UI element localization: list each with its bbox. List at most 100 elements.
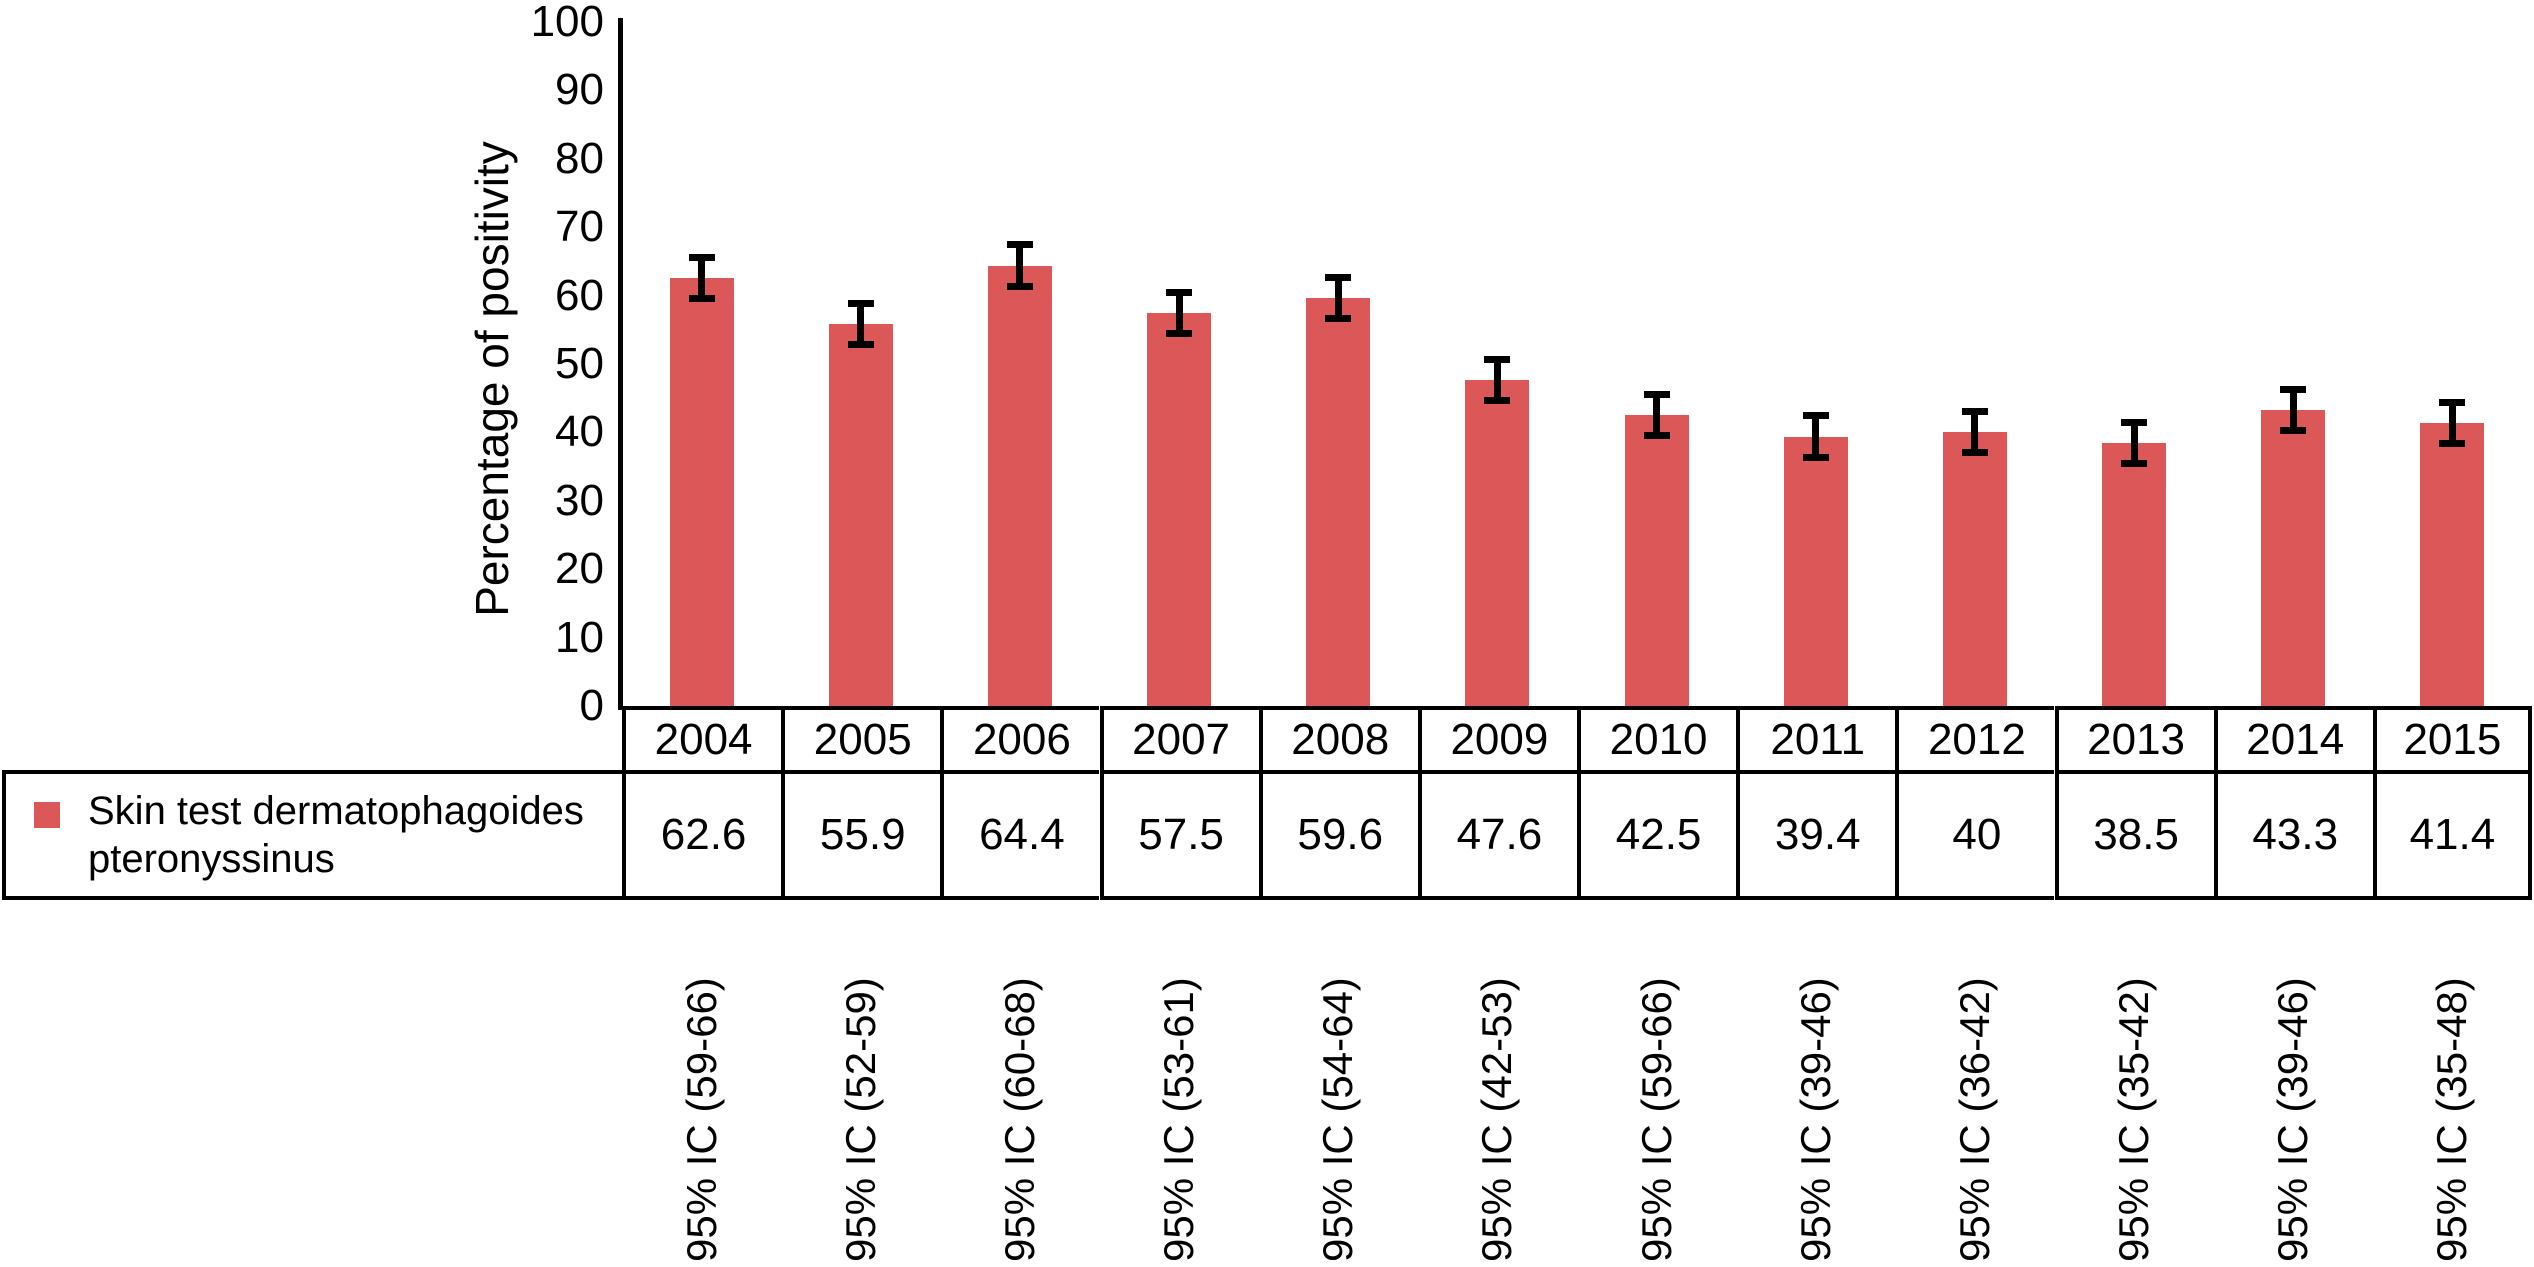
bar-2004 bbox=[669, 277, 734, 706]
value-cell-2013: 38.5 bbox=[2054, 774, 2214, 900]
bar-2012 bbox=[1942, 432, 2007, 706]
error-bar-line-2014 bbox=[2289, 389, 2297, 431]
error-bar-top-cap-2005 bbox=[847, 299, 874, 307]
year-cell-2014: 2014 bbox=[2213, 706, 2373, 774]
value-cell-2011: 39.4 bbox=[1736, 774, 1896, 900]
year-cell-2007: 2007 bbox=[1099, 706, 1259, 774]
value-cell-2007: 57.5 bbox=[1099, 774, 1259, 900]
error-bar-line-2015 bbox=[2448, 402, 2456, 444]
error-bar-top-cap-2014 bbox=[2280, 385, 2307, 393]
value-cell-2012: 40 bbox=[1895, 774, 2055, 900]
legend-swatch-icon bbox=[34, 802, 60, 828]
error-bar-bottom-cap-2008 bbox=[1325, 315, 1352, 323]
year-cell-2004: 2004 bbox=[622, 706, 782, 774]
ci-label-2005: 95% IC (52-59) bbox=[836, 977, 884, 1262]
error-bar-top-cap-2007 bbox=[1166, 288, 1193, 296]
error-bar-line-2004 bbox=[698, 257, 706, 299]
bar-2007 bbox=[1147, 312, 1212, 706]
error-bar-bottom-cap-2004 bbox=[688, 294, 715, 302]
ci-label-2004: 95% IC (59-66) bbox=[677, 977, 725, 1262]
error-bar-top-cap-2009 bbox=[1484, 356, 1511, 364]
value-cell-2010: 42.5 bbox=[1577, 774, 1737, 900]
value-cell-2009: 47.6 bbox=[1417, 774, 1577, 900]
error-bar-top-cap-2006 bbox=[1006, 241, 1033, 249]
y-tick-label-0: 0 bbox=[579, 681, 604, 730]
year-cell-2010: 2010 bbox=[1577, 706, 1737, 774]
y-tick-label-10: 10 bbox=[555, 612, 604, 662]
year-cell-2005: 2005 bbox=[781, 706, 941, 774]
legend: Skin test dermatophagoides pteronyssinus bbox=[2, 770, 622, 900]
value-cell-2014: 43.3 bbox=[2213, 774, 2373, 900]
value-cell-2004: 62.6 bbox=[622, 774, 782, 900]
bar-2006 bbox=[987, 265, 1052, 706]
error-bar-bottom-cap-2015 bbox=[2439, 439, 2466, 447]
error-bar-bottom-cap-2011 bbox=[1802, 453, 1829, 461]
error-bar-bottom-cap-2014 bbox=[2280, 426, 2307, 434]
error-bar-line-2012 bbox=[1971, 411, 1979, 453]
year-cell-2015: 2015 bbox=[2372, 706, 2532, 774]
bar-2014 bbox=[2261, 409, 2326, 706]
bar-2015 bbox=[2420, 422, 2485, 706]
ci-label-2007: 95% IC (53-61) bbox=[1155, 977, 1203, 1262]
error-bar-bottom-cap-2009 bbox=[1484, 397, 1511, 405]
y-tick-label-30: 30 bbox=[555, 475, 604, 525]
error-bar-top-cap-2015 bbox=[2439, 398, 2466, 406]
bar-2005 bbox=[828, 323, 893, 706]
error-bar-line-2010 bbox=[1653, 394, 1661, 436]
y-tick-label-80: 80 bbox=[555, 133, 604, 183]
y-tick-label-100: 100 bbox=[530, 0, 604, 46]
bar-2009 bbox=[1465, 380, 1530, 706]
year-cell-2011: 2011 bbox=[1736, 706, 1896, 774]
error-bar-bottom-cap-2006 bbox=[1006, 282, 1033, 290]
error-bar-line-2007 bbox=[1175, 292, 1183, 334]
bar-2011 bbox=[1783, 436, 1848, 706]
error-bar-top-cap-2004 bbox=[688, 253, 715, 261]
year-cell-2009: 2009 bbox=[1417, 706, 1577, 774]
error-bar-line-2011 bbox=[1812, 415, 1820, 457]
ci-label-2011: 95% IC (39-46) bbox=[1791, 977, 1839, 1262]
error-bar-bottom-cap-2012 bbox=[1961, 449, 1988, 457]
error-bar-line-2009 bbox=[1493, 359, 1501, 401]
error-bar-top-cap-2013 bbox=[2121, 418, 2148, 426]
error-bar-line-2005 bbox=[857, 303, 865, 345]
year-cell-2013: 2013 bbox=[2054, 706, 2214, 774]
error-bar-line-2006 bbox=[1016, 244, 1024, 286]
error-bar-bottom-cap-2010 bbox=[1643, 432, 1670, 440]
ci-label-2014: 95% IC (39-46) bbox=[2269, 977, 2317, 1262]
value-cell-2008: 59.6 bbox=[1258, 774, 1418, 900]
error-bar-line-2013 bbox=[2130, 422, 2138, 464]
error-bar-top-cap-2008 bbox=[1325, 274, 1352, 282]
legend-label: Skin test dermatophagoides pteronyssinus bbox=[88, 789, 584, 881]
error-bar-top-cap-2010 bbox=[1643, 391, 1670, 399]
value-cell-2015: 41.4 bbox=[2372, 774, 2532, 900]
ci-label-2013: 95% IC (35-42) bbox=[2110, 977, 2158, 1262]
y-tick-label-90: 90 bbox=[555, 65, 604, 115]
ci-label-2006: 95% IC (60-68) bbox=[995, 977, 1043, 1262]
error-bar-bottom-cap-2007 bbox=[1166, 329, 1193, 337]
ci-label-2009: 95% IC (42-53) bbox=[1473, 977, 1521, 1262]
bar-2010 bbox=[1624, 415, 1689, 706]
error-bar-top-cap-2012 bbox=[1961, 408, 1988, 416]
value-cell-2006: 64.4 bbox=[940, 774, 1100, 900]
ci-label-2015: 95% IC (35-48) bbox=[2428, 977, 2476, 1262]
year-cell-2012: 2012 bbox=[1895, 706, 2055, 774]
bar-2008 bbox=[1306, 298, 1371, 706]
year-cell-2006: 2006 bbox=[940, 706, 1100, 774]
ci-label-2012: 95% IC (36-42) bbox=[1950, 977, 1998, 1262]
error-bar-bottom-cap-2005 bbox=[847, 340, 874, 348]
error-bar-bottom-cap-2013 bbox=[2121, 459, 2148, 467]
value-cell-2005: 55.9 bbox=[781, 774, 941, 900]
error-bar-line-2008 bbox=[1334, 277, 1342, 319]
ci-label-2010: 95% IC (59-66) bbox=[1632, 977, 1680, 1262]
y-tick-label-40: 40 bbox=[555, 407, 604, 457]
bar-2013 bbox=[2102, 442, 2167, 706]
ci-label-2008: 95% IC (54-64) bbox=[1314, 977, 1362, 1262]
y-tick-label-20: 20 bbox=[555, 544, 604, 594]
error-bar-top-cap-2011 bbox=[1802, 412, 1829, 420]
y-tick-label-70: 70 bbox=[555, 202, 604, 252]
year-cell-2008: 2008 bbox=[1258, 706, 1418, 774]
y-tick-label-50: 50 bbox=[555, 339, 604, 388]
y-tick-label-60: 60 bbox=[555, 270, 604, 320]
y-axis-line bbox=[618, 18, 623, 710]
